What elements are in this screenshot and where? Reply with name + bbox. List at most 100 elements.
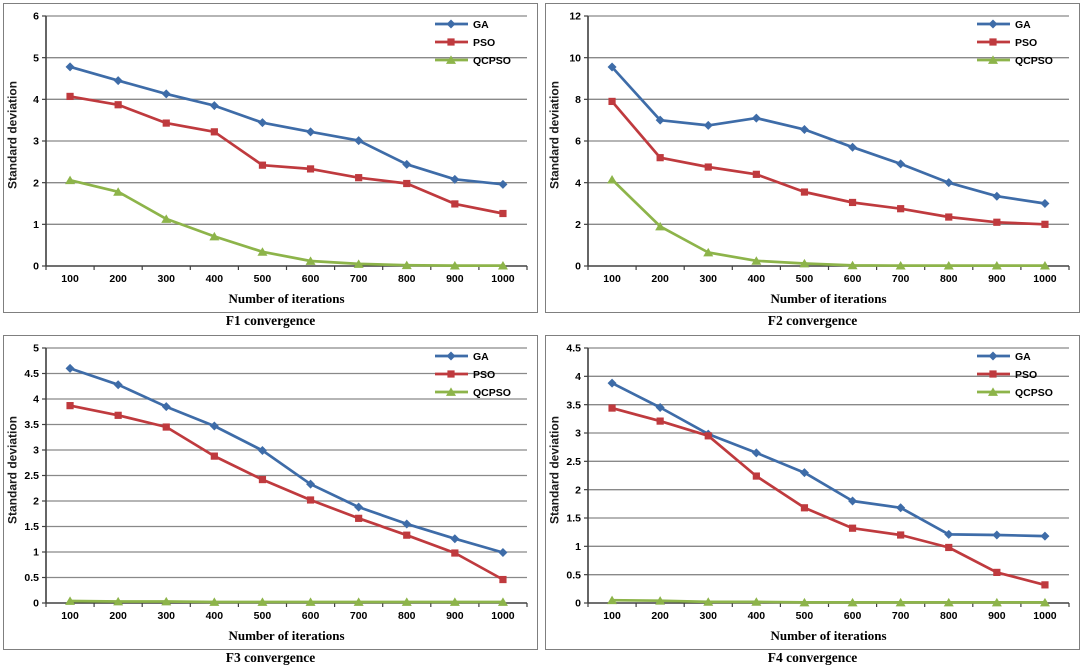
square-marker [1041, 581, 1049, 589]
legend-item-ga: GA [435, 351, 489, 363]
triangle-marker [161, 214, 172, 223]
f4-series-pso [608, 404, 1049, 589]
svg-text:300: 300 [699, 273, 717, 285]
square-marker [704, 432, 712, 440]
f4-series-qcpso [607, 595, 1050, 607]
legend-label: GA [473, 351, 489, 363]
triangle-marker [847, 597, 858, 607]
diamond-marker [848, 496, 858, 506]
square-marker [66, 92, 74, 101]
triangle-marker [655, 596, 666, 605]
legend-label: PSO [473, 369, 495, 381]
f4-gridlines [584, 347, 1069, 604]
svg-text:1.5: 1.5 [566, 513, 581, 525]
diamond-marker [498, 548, 508, 558]
diamond-marker [65, 363, 75, 373]
svg-text:1: 1 [33, 547, 39, 559]
svg-text:2.5: 2.5 [566, 456, 581, 468]
triangle-marker [1039, 597, 1050, 607]
square-marker [752, 170, 760, 178]
diamond-marker [1040, 199, 1050, 208]
legend-diamond-icon [446, 351, 456, 361]
f1-x-axis-title: Number of iterations [228, 291, 345, 306]
legend-item-ga: GA [977, 19, 1031, 31]
square-marker [162, 423, 170, 431]
f3-series-qcpso [65, 596, 508, 606]
square-marker [258, 161, 267, 169]
legend-label: GA [1015, 19, 1031, 31]
diamond-marker [607, 62, 617, 72]
triangle-marker [895, 597, 906, 607]
legend-item-pso: PSO [977, 37, 1037, 49]
legend-label: PSO [1015, 37, 1037, 49]
svg-text:1000: 1000 [1033, 610, 1057, 622]
triangle-marker [305, 256, 316, 265]
diamond-marker [607, 378, 617, 388]
triangle-marker [401, 260, 412, 270]
triangle-marker [655, 221, 666, 231]
triangle-marker [161, 596, 172, 606]
triangle-marker [209, 231, 220, 241]
square-marker [114, 411, 122, 419]
triangle-marker [257, 597, 268, 606]
diamond-marker [944, 178, 954, 188]
svg-text:1000: 1000 [1033, 273, 1057, 285]
f3-y-axis-title: Standard deviation [5, 415, 20, 524]
svg-text:0: 0 [33, 598, 39, 610]
square-marker [355, 514, 363, 522]
triangle-marker [257, 247, 268, 256]
f4-x-tick-labels: 100 200 300 400 500 600 700 800 900 1000 [603, 610, 1057, 622]
square-marker [403, 179, 411, 188]
svg-text:4.5: 4.5 [24, 368, 39, 380]
svg-text:2: 2 [575, 484, 581, 496]
svg-text:0.5: 0.5 [24, 572, 39, 584]
f1-legend: GA PSO QCPSO [435, 19, 511, 67]
square-marker [800, 504, 809, 512]
diamond-marker [896, 159, 906, 169]
legend-item-pso: PSO [435, 37, 495, 49]
triangle-marker [65, 596, 76, 605]
svg-text:400: 400 [748, 610, 766, 622]
svg-text:700: 700 [892, 610, 910, 622]
chart-f3-panel: Standard deviation 0 0.5 1 1.5 2 2.5 3 3.5 4 4.5 5… [0, 332, 542, 669]
diamond-marker [992, 191, 1002, 201]
svg-text:1000: 1000 [491, 610, 515, 622]
diamond-marker [848, 142, 858, 152]
triangle-marker [943, 597, 954, 607]
legend-label: GA [473, 19, 489, 31]
svg-text:4: 4 [33, 394, 39, 406]
f2-x-axis-title: Number of iterations [770, 291, 887, 306]
diamond-marker [450, 174, 460, 184]
f2-gridlines [584, 15, 1069, 267]
svg-text:400: 400 [206, 610, 224, 622]
triangle-marker [991, 260, 1002, 270]
legend-triangle-icon [988, 55, 998, 64]
svg-text:600: 600 [302, 273, 320, 285]
diamond-marker [450, 534, 460, 544]
square-marker [897, 205, 905, 213]
chart-f4-panel: Standard deviation 0 0.5 1 1.5 2 2.5 3 3.5 4 4.5 1… [542, 332, 1084, 669]
diamond-marker [354, 502, 364, 512]
triangle-marker [607, 174, 618, 184]
legend-item-qcpso: QCPSO [435, 387, 511, 399]
legend-label: GA [1015, 351, 1031, 363]
diamond-marker [498, 179, 508, 189]
legend-square-icon [989, 370, 997, 378]
diamond-marker [113, 76, 123, 86]
svg-text:3: 3 [33, 136, 39, 148]
svg-text:3.5: 3.5 [24, 419, 39, 431]
square-marker [945, 543, 953, 552]
svg-text:900: 900 [446, 610, 464, 622]
svg-text:5: 5 [33, 52, 39, 64]
triangle-marker [353, 259, 364, 268]
triangle-marker [895, 260, 906, 270]
f4-legend: GA PSO QCPSO [977, 351, 1053, 399]
triangle-marker [353, 597, 364, 606]
f2-chart-canvas: 0 2 4 6 8 10 12 100 200 300 400 500 600 700 800 900 1000… [569, 11, 1070, 285]
svg-text:700: 700 [350, 273, 368, 285]
svg-text:2.5: 2.5 [24, 470, 39, 482]
svg-text:200: 200 [109, 273, 127, 285]
triangle-marker [113, 187, 124, 196]
svg-text:300: 300 [157, 273, 175, 285]
f1-series-ga [65, 62, 508, 189]
